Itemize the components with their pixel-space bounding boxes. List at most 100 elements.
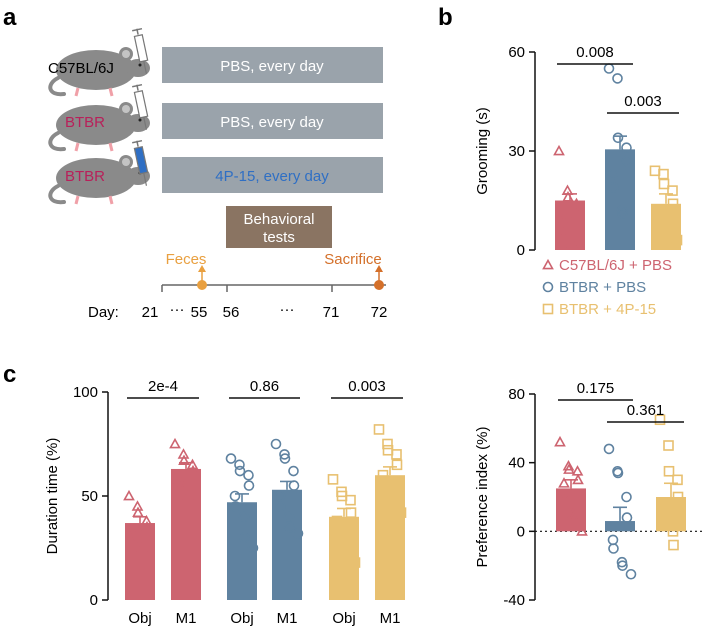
bar (556, 488, 586, 532)
y-tick-label: 50 (81, 488, 98, 505)
data-point-square (332, 521, 343, 533)
data-point-circle (608, 543, 619, 554)
mouse-eye (138, 118, 142, 122)
data-point-triangle (182, 489, 194, 501)
treatment-label: 4P-15, every day (215, 168, 329, 185)
data-point-circle (612, 73, 623, 84)
data-point-triangle (123, 489, 135, 501)
data-point-square (653, 205, 665, 216)
feces-dot (197, 280, 207, 290)
data-point-square (658, 501, 670, 513)
strain-label: C57BL/6J (48, 60, 114, 77)
bar (171, 468, 201, 600)
p-value-label: 0.003 (348, 378, 386, 395)
data-point-triangle (557, 227, 570, 238)
data-point-triangle (567, 511, 580, 523)
grooming-chart: 0 30 60 Grooming (s) 0.008 0.003 (474, 44, 683, 259)
data-point-circle (243, 469, 254, 481)
preference-chart: -40 0 40 80 Preference index (%) 0.175 0.361 (474, 380, 705, 609)
mouse-body (56, 50, 136, 90)
syringe-needle (143, 116, 148, 130)
syringe-needle (143, 60, 148, 74)
data-point-triangle (567, 508, 579, 519)
y-tick-label: 0 (517, 523, 525, 540)
data-point-circle (292, 528, 304, 539)
data-point-square (345, 494, 356, 506)
x-category-label: Obj (128, 610, 151, 627)
data-point-square (331, 515, 343, 527)
syringe-needle (143, 172, 148, 186)
data-point-circle (225, 453, 237, 464)
mouse-foot (108, 87, 114, 97)
mouse-ear-inner (122, 50, 130, 58)
data-point-triangle (173, 479, 186, 491)
data-point-square (373, 424, 385, 435)
data-point-circle (612, 467, 624, 479)
mouse-foot (108, 195, 114, 205)
data-point-square (391, 449, 402, 460)
day-tick-56: 56 (223, 304, 240, 321)
panel-label-a: a (3, 4, 17, 31)
data-point-triangle (570, 197, 583, 209)
syringe-barrel (133, 34, 149, 63)
data-point-circle (607, 168, 619, 180)
legend-entry: C57BL/6J + PBS (559, 257, 672, 274)
behavioral-tests-box (226, 206, 332, 248)
data-point-circle (288, 465, 299, 477)
grooming-legend: C57BL/6J + PBS BTBR + PBS BTBR + 4P-15 (542, 257, 672, 318)
data-point-triangle (542, 258, 554, 270)
data-point-triangle (563, 463, 575, 474)
x-category-label: Obj (332, 610, 355, 627)
data-point-circle (279, 449, 290, 460)
data-point-triangle (553, 144, 565, 156)
data-point-square (345, 507, 357, 518)
panel-label-c: c (3, 361, 16, 388)
x-category-label: Obj (230, 610, 253, 627)
x-category-label: M1 (380, 610, 401, 627)
data-point-triangle (558, 490, 571, 502)
data-point-square (663, 465, 675, 477)
data-point-circle (621, 512, 633, 523)
data-point-circle (234, 465, 246, 477)
data-point-circle (617, 208, 628, 219)
syringe-icon (132, 83, 149, 130)
y-tick-label: -40 (503, 592, 525, 609)
data-point-square (377, 469, 389, 481)
data-point-circle (617, 560, 628, 571)
data-point-square (382, 438, 393, 450)
behavioral-box-line1: Behavioral (244, 211, 315, 228)
syringe-icon (132, 27, 149, 74)
data-point-square (649, 165, 661, 177)
y-tick-label: 30 (508, 143, 525, 160)
syringe-barrel (133, 90, 149, 119)
mouse-foot (74, 142, 80, 152)
data-point-square (654, 211, 665, 223)
day-tick-72: 72 (371, 304, 388, 321)
data-point-square (672, 474, 683, 486)
p-value-label: 2e-4 (148, 378, 178, 395)
data-point-triangle (571, 207, 583, 219)
duration-chart: 0 50 100 Duration time (%) Obj M1 Obj M1 Obj M1 2e… (44, 378, 407, 627)
data-point-square (672, 491, 684, 503)
data-point-square (654, 414, 666, 426)
data-point-circle (608, 182, 619, 193)
data-point-triangle (169, 437, 181, 449)
data-point-square (658, 168, 669, 180)
data-point-circle (229, 490, 241, 502)
mouse-body (56, 158, 136, 198)
y-tick-label: 0 (517, 242, 525, 259)
data-point-circle (621, 491, 632, 503)
data-point-circle (603, 443, 615, 455)
data-point-square (382, 444, 394, 456)
sacrifice-label: Sacrifice (324, 251, 382, 268)
feces-label: Feces (166, 251, 207, 268)
data-point-square (341, 542, 352, 554)
data-point-square (387, 494, 398, 506)
data-point-circle (274, 490, 286, 502)
data-point-square (378, 480, 389, 491)
strain-label: BTBR (65, 114, 105, 131)
data-point-square (667, 526, 679, 537)
data-point-circle (239, 532, 250, 543)
y-tick-label: 0 (90, 592, 98, 609)
data-point-circle (275, 501, 286, 512)
